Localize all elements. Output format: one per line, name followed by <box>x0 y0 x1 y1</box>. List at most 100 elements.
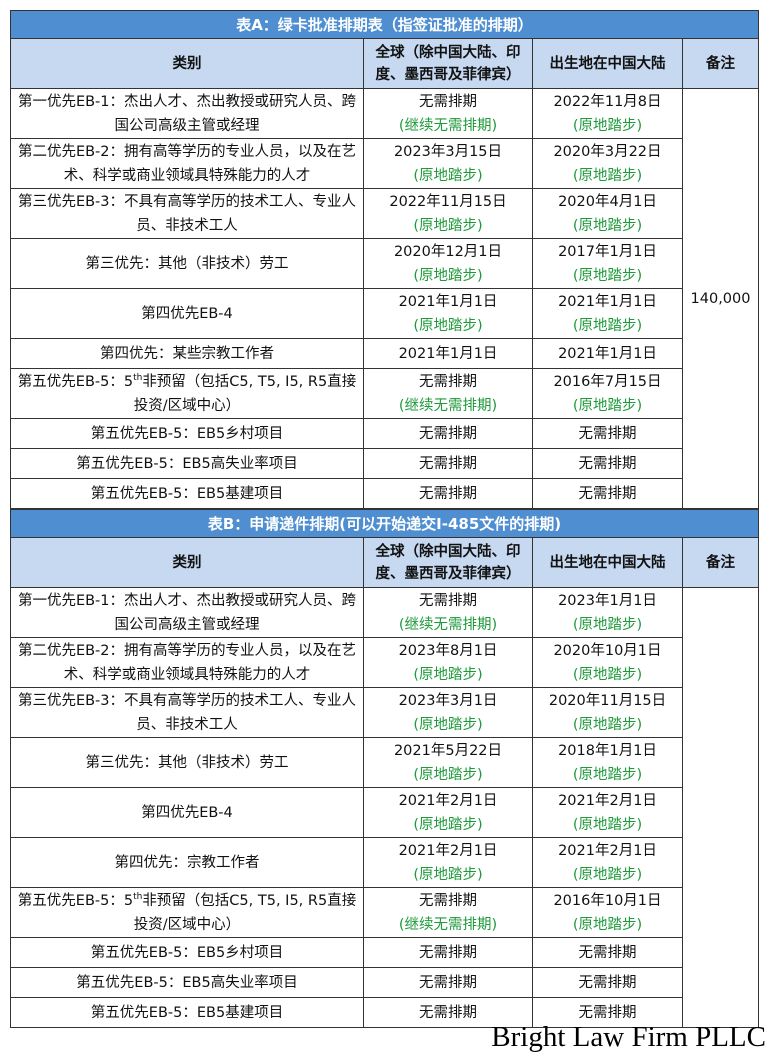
status-note: (原地踏步) <box>572 866 643 883</box>
status-note: (原地踏步) <box>413 666 483 683</box>
global-cell: 2021年2月1日 (原地踏步) <box>363 787 533 838</box>
header-cell: 出生地在中国大陆 <box>532 537 683 588</box>
status-note: (原地踏步) <box>572 117 643 134</box>
status-note: (原地踏步) <box>572 167 643 184</box>
status-note: (原地踏步) <box>413 766 483 783</box>
table-row: 第五优先EB-5：5th非预留（包括C5, T5, I5, R5直接投资/区域中… <box>10 368 759 419</box>
status-note: (继续无需排期) <box>398 397 498 414</box>
tables: 表A：绿卡批准排期表（指签证批准的排期） 类别 全球（除中国大陆、印度、墨西哥及菲律… <box>9 10 760 1028</box>
category-text: 第五优先EB-5：EB5高失业率项目 <box>76 455 298 472</box>
header-cell: 类别 <box>10 537 364 588</box>
status-note: (原地踏步) <box>572 716 643 733</box>
global-cell: 2023年3月1日 (原地踏步) <box>363 687 533 738</box>
category-text: 第五优先EB-5：EB5基建项目 <box>90 485 284 502</box>
china-cell: 2021年1月1日 <box>532 338 683 369</box>
category-cell: 第五优先EB-5：EB5乡村项目 <box>10 937 364 968</box>
date-text: 2021年2月1日 <box>398 792 498 809</box>
category-text: 第一优先EB-1：杰出人才、杰出教授或研究人员、跨国公司高级主管或经理 <box>17 93 357 134</box>
category-cell: 第四优先EB-4 <box>10 288 364 339</box>
global-cell: 无需排期 (继续无需排期) <box>363 587 533 638</box>
china-cell: 2017年1月1日 (原地踏步) <box>532 238 683 289</box>
global-cell: 无需排期 <box>363 937 533 968</box>
category-text: 第五优先EB-5：5 <box>17 892 134 909</box>
status-note: (继续无需排期) <box>398 616 498 633</box>
category-text: 第五优先EB-5：5 <box>17 373 134 390</box>
date-text: 2021年2月1日 <box>558 792 657 809</box>
date-text: 无需排期 <box>578 455 637 472</box>
table-row: 第五优先EB-5：5th非预留（包括C5, T5, I5, R5直接投资/区域中… <box>10 887 759 938</box>
table-row: 第五优先EB-5：EB5乡村项目 无需排期 无需排期 <box>10 937 759 968</box>
category-cell: 第五优先EB-5：EB5基建项目 <box>10 997 364 1028</box>
category-text: 第五优先EB-5：EB5高失业率项目 <box>76 974 298 991</box>
status-note: (原地踏步) <box>413 866 483 883</box>
date-text: 2021年1月1日 <box>558 293 657 310</box>
date-text: 2021年2月1日 <box>398 842 498 859</box>
china-cell: 无需排期 <box>532 937 683 968</box>
china-cell: 2020年4月1日 (原地踏步) <box>532 188 683 239</box>
china-cell: 2021年2月1日 (原地踏步) <box>532 787 683 838</box>
status-note: (原地踏步) <box>572 217 643 234</box>
china-cell: 2016年10月1日 (原地踏步) <box>532 887 683 938</box>
table-row: 第五优先EB-5：EB5高失业率项目 无需排期 无需排期 <box>10 448 759 479</box>
date-text: 无需排期 <box>419 1004 477 1021</box>
date-text: 无需排期 <box>578 944 637 961</box>
global-cell: 2021年5月22日 (原地踏步) <box>363 737 533 788</box>
date-text: 无需排期 <box>578 974 637 991</box>
china-cell: 2016年7月15日 (原地踏步) <box>532 368 683 419</box>
date-text: 2022年11月8日 <box>553 93 662 110</box>
category-cell: 第五优先EB-5：5th非预留（包括C5, T5, I5, R5直接投资/区域中… <box>10 368 364 419</box>
category-cell: 第四优先EB-4 <box>10 787 364 838</box>
china-cell: 2018年1月1日 (原地踏步) <box>532 737 683 788</box>
date-text: 无需排期 <box>419 93 477 110</box>
date-text: 2021年1月1日 <box>558 345 657 362</box>
category-cell: 第二优先EB-2：拥有高等学历的专业人员，以及在艺术、科学或商业领域具特殊能力的… <box>10 637 364 688</box>
category-cell: 第五优先EB-5：5th非预留（包括C5, T5, I5, R5直接投资/区域中… <box>10 887 364 938</box>
date-text: 2016年7月15日 <box>553 373 662 390</box>
global-cell: 无需排期 <box>363 478 533 509</box>
date-text: 2020年11月15日 <box>548 692 667 709</box>
category-cell: 第一优先EB-1：杰出人才、杰出教授或研究人员、跨国公司高级主管或经理 <box>10 88 364 139</box>
date-text: 无需排期 <box>419 485 477 502</box>
category-text: 第三优先EB-3：不具有高等学历的技术工人、专业人员、非技术工人 <box>17 193 357 234</box>
date-text: 无需排期 <box>419 425 477 442</box>
global-cell: 无需排期 (继续无需排期) <box>363 887 533 938</box>
date-text: 无需排期 <box>419 592 477 609</box>
category-text: 第四优先EB-4 <box>141 305 233 322</box>
date-text: 2023年3月15日 <box>393 143 503 160</box>
category-cell: 第一优先EB-1：杰出人才、杰出教授或研究人员、跨国公司高级主管或经理 <box>10 587 364 638</box>
category-text: 第五优先EB-5：EB5基建项目 <box>90 1004 284 1021</box>
status-note: (原地踏步) <box>572 816 643 833</box>
global-cell: 无需排期 (继续无需排期) <box>363 88 533 139</box>
global-cell: 无需排期 (继续无需排期) <box>363 368 533 419</box>
china-cell: 无需排期 <box>532 997 683 1028</box>
title-row: 表A：绿卡批准排期表（指签证批准的排期） <box>10 10 759 39</box>
table-row: 第三优先：其他（非技术）劳工 2021年5月22日 (原地踏步) 2018年1月1日 (… <box>10 737 759 788</box>
table-row: 第四优先：宗教工作者 2021年2月1日 (原地踏步) 2021年2月1日 (原地踏步) <box>10 837 759 888</box>
status-note: (原地踏步) <box>413 716 483 733</box>
date-text: 2020年4月1日 <box>558 193 657 210</box>
china-cell: 2021年2月1日 (原地踏步) <box>532 837 683 888</box>
global-cell: 2023年3月15日 (原地踏步) <box>363 138 533 189</box>
table-row: 第一优先EB-1：杰出人才、杰出教授或研究人员、跨国公司高级主管或经理 无需排期(… <box>10 88 759 509</box>
china-cell: 无需排期 <box>532 418 683 449</box>
category-text: 第二优先EB-2：拥有高等学历的专业人员，以及在艺术、科学或商业领域具特殊能力的… <box>17 642 357 683</box>
status-note: (原地踏步) <box>413 217 483 234</box>
date-text: 无需排期 <box>419 373 477 390</box>
category-text: 非预留（包括C5, T5, I5, R5直接投资/区域中心） <box>133 373 357 414</box>
table-row: 第一优先EB-1：杰出人才、杰出教授或研究人员、跨国公司高级主管或经理 无需排期(… <box>10 587 760 1028</box>
table-row: 第五优先EB-5：EB5基建项目 无需排期 无需排期 <box>10 478 759 509</box>
table-row: 第二优先EB-2：拥有高等学历的专业人员，以及在艺术、科学或商业领域具特殊能力的… <box>10 138 759 189</box>
schedule-table: 表B：申请递件排期(可以开始递交I-485文件的排期) 类别 全球（除中国大陆、印度… <box>9 509 760 1028</box>
category-text: 第四优先：宗教工作者 <box>114 854 260 871</box>
table-row: 第五优先EB-5：EB5基建项目 无需排期 无需排期 <box>10 997 759 1028</box>
category-text: 第二优先EB-2：拥有高等学历的专业人员，以及在艺术、科学或商业领域具特殊能力的… <box>17 143 357 184</box>
global-cell: 无需排期 <box>363 967 533 998</box>
date-text: 无需排期 <box>419 974 477 991</box>
header-cell: 出生地在中国大陆 <box>532 38 683 89</box>
date-text: 2020年12月1日 <box>393 243 503 260</box>
date-text: 2020年10月1日 <box>553 642 662 659</box>
global-cell: 2023年8月1日 (原地踏步) <box>363 637 533 688</box>
table-row: 第三优先EB-3：不具有高等学历的技术工人、专业人员、非技术工人 2022年11月… <box>10 188 759 239</box>
category-cell: 第五优先EB-5：EB5高失业率项目 <box>10 448 364 479</box>
date-text: 2021年5月22日 <box>393 742 503 759</box>
